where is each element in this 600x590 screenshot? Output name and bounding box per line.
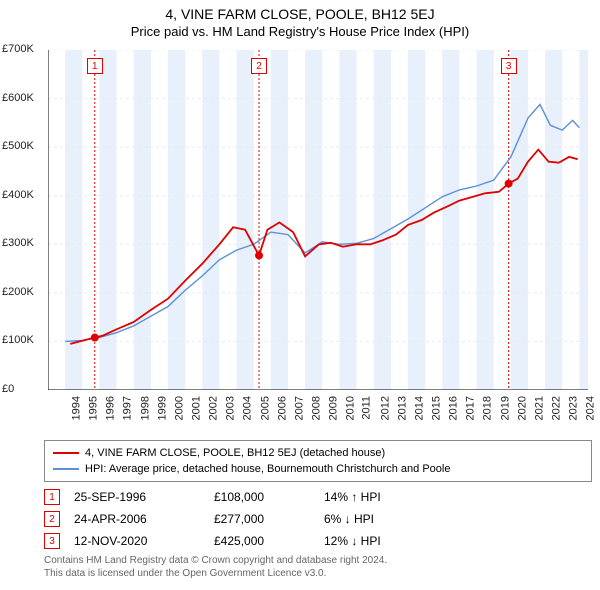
x-axis-tick-label: 2006 bbox=[276, 396, 288, 420]
legend: 4, VINE FARM CLOSE, POOLE, BH12 5EJ (det… bbox=[44, 440, 592, 482]
event-delta: 6% ↓ HPI bbox=[324, 512, 454, 526]
address-title: 4, VINE FARM CLOSE, POOLE, BH12 5EJ bbox=[0, 6, 600, 22]
y-axis-tick-label: £700K bbox=[2, 43, 34, 55]
x-axis-tick-label: 2005 bbox=[259, 396, 271, 420]
x-axis-tick-label: 2014 bbox=[413, 396, 425, 420]
credits-line: This data is licensed under the Open Gov… bbox=[44, 567, 574, 580]
event-marker: 2 bbox=[44, 511, 60, 527]
legend-item: HPI: Average price, detached house, Bour… bbox=[53, 461, 583, 477]
title-block: 4, VINE FARM CLOSE, POOLE, BH12 5EJ Pric… bbox=[0, 0, 600, 39]
x-axis-tick-label: 2007 bbox=[293, 396, 305, 420]
events-table: 1 25-SEP-1996£108,00014% ↑ HPI 2 24-APR-200… bbox=[44, 485, 574, 553]
x-axis-tick-label: 2003 bbox=[225, 396, 237, 420]
x-axis-tick-label: 2016 bbox=[448, 396, 460, 420]
x-axis-tick-label: 2021 bbox=[533, 396, 545, 420]
x-axis-tick-label: 1998 bbox=[139, 396, 151, 420]
x-axis-tick-label: 1994 bbox=[70, 396, 82, 420]
event-date: 24-APR-2006 bbox=[74, 512, 214, 526]
y-axis-tick-label: £100K bbox=[2, 334, 34, 346]
x-axis-tick-label: 2022 bbox=[550, 396, 562, 420]
y-axis-tick-label: £300K bbox=[2, 237, 34, 249]
event-marker: 3 bbox=[44, 533, 60, 549]
x-axis-tick-label: 1995 bbox=[88, 396, 100, 420]
x-axis-tick-label: 2017 bbox=[465, 396, 477, 420]
x-axis-tick-label: 2024 bbox=[585, 396, 597, 420]
y-axis-tick-label: £0 bbox=[2, 383, 14, 395]
x-axis-tick-label: 2015 bbox=[430, 396, 442, 420]
event-row: 3 12-NOV-2020£425,00012% ↓ HPI bbox=[44, 531, 574, 551]
y-axis-tick-label: £500K bbox=[2, 140, 34, 152]
x-axis-tick-label: 2013 bbox=[396, 396, 408, 420]
x-axis-tick-label: 2004 bbox=[242, 396, 254, 420]
event-row: 1 25-SEP-1996£108,00014% ↑ HPI bbox=[44, 487, 574, 507]
x-axis-tick-label: 2002 bbox=[208, 396, 220, 420]
x-axis-tick-label: 2023 bbox=[568, 396, 580, 420]
x-axis-tick-label: 2020 bbox=[516, 396, 528, 420]
chart-svg bbox=[48, 50, 588, 390]
event-delta: 12% ↓ HPI bbox=[324, 534, 454, 548]
chart-subtitle: Price paid vs. HM Land Registry's House … bbox=[0, 24, 600, 39]
legend-swatch bbox=[53, 452, 79, 454]
figure: { "title_line1": "4, VINE FARM CLOSE, PO… bbox=[0, 0, 600, 590]
sale-marker: 3 bbox=[501, 58, 517, 74]
x-axis-tick-label: 2010 bbox=[345, 396, 357, 420]
y-axis-tick-label: £600K bbox=[2, 92, 34, 104]
x-axis-tick-label: 2001 bbox=[190, 396, 202, 420]
x-axis-tick-label: 1999 bbox=[156, 396, 168, 420]
legend-label: 4, VINE FARM CLOSE, POOLE, BH12 5EJ (det… bbox=[85, 445, 385, 461]
x-axis-tick-label: 2000 bbox=[173, 396, 185, 420]
event-price: £108,000 bbox=[214, 490, 324, 504]
x-axis-tick-label: 2018 bbox=[482, 396, 494, 420]
x-axis-tick-label: 2011 bbox=[361, 396, 373, 420]
legend-swatch bbox=[53, 468, 79, 470]
sale-marker: 1 bbox=[87, 58, 103, 74]
credits-line: Contains HM Land Registry data © Crown c… bbox=[44, 554, 574, 567]
x-axis-tick-label: 2009 bbox=[328, 396, 340, 420]
legend-item: 4, VINE FARM CLOSE, POOLE, BH12 5EJ (det… bbox=[53, 445, 583, 461]
sale-marker: 2 bbox=[251, 58, 267, 74]
legend-label: HPI: Average price, detached house, Bour… bbox=[85, 461, 450, 477]
x-axis-tick-label: 2008 bbox=[310, 396, 322, 420]
y-axis-tick-label: £200K bbox=[2, 286, 34, 298]
y-axis-tick-label: £400K bbox=[2, 189, 34, 201]
event-marker: 1 bbox=[44, 489, 60, 505]
plot-area: 1 2 3 bbox=[48, 50, 588, 390]
event-date: 25-SEP-1996 bbox=[74, 490, 214, 504]
event-delta: 14% ↑ HPI bbox=[324, 490, 454, 504]
credits: Contains HM Land Registry data © Crown c… bbox=[44, 554, 574, 580]
x-axis-tick-label: 2012 bbox=[379, 396, 391, 420]
event-row: 2 24-APR-2006£277,0006% ↓ HPI bbox=[44, 509, 574, 529]
x-axis-tick-label: 2019 bbox=[499, 396, 511, 420]
event-date: 12-NOV-2020 bbox=[74, 534, 214, 548]
event-price: £277,000 bbox=[214, 512, 324, 526]
x-axis-tick-label: 1997 bbox=[122, 396, 134, 420]
x-axis-tick-label: 1996 bbox=[105, 396, 117, 420]
event-price: £425,000 bbox=[214, 534, 324, 548]
